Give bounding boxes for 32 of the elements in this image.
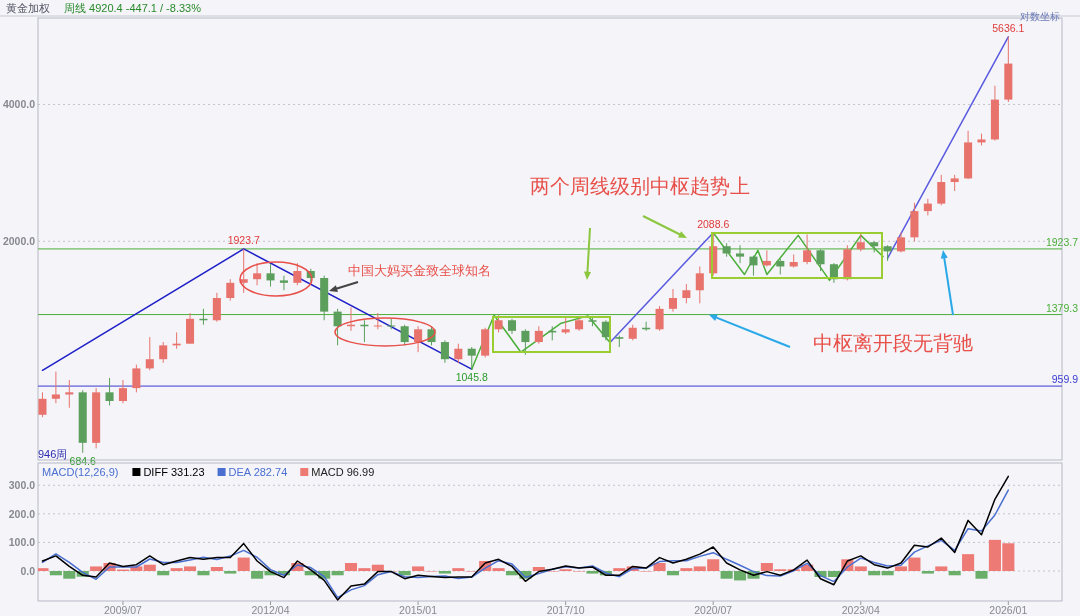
annotation: 1045.8 <box>455 371 488 384</box>
x-tick-label: 2012/04 <box>251 604 290 616</box>
annotation: 2088.6 <box>697 217 730 230</box>
y-tick-label: 4000.0 <box>2 98 36 111</box>
annotation: 946周 <box>38 448 68 460</box>
y-tick-label: 100.0 <box>8 536 36 549</box>
legend-label: MACD 96.99 <box>311 466 375 478</box>
x-tick-label: 2026/01 <box>989 604 1028 616</box>
ref-line-label: 959.9 <box>1051 373 1079 386</box>
y-tick-label: 0.0 <box>20 565 36 577</box>
annotation: 684.6 <box>69 454 97 467</box>
y-tick-label: 2000.0 <box>2 235 36 248</box>
annotation: 1923.7 <box>227 233 260 246</box>
legend-label: DIFF 331.23 <box>143 466 205 478</box>
x-tick-label: 2020/07 <box>694 604 733 616</box>
annotation: 对数坐标 <box>1020 11 1060 22</box>
x-tick-label: 2023/04 <box>841 604 880 616</box>
x-tick-label: 2009/07 <box>103 604 143 616</box>
legend-label: DEA 282.74 <box>228 466 288 478</box>
annotation: 中国大妈买金致全球知名 <box>348 263 491 278</box>
chart-title: 黄金加权 <box>6 2 50 14</box>
y-tick-label: 300.0 <box>8 479 36 492</box>
ref-line-label: 1923.7 <box>1045 235 1079 248</box>
annotation: 中枢离开段无背驰 <box>813 332 973 354</box>
x-tick-label: 2017/10 <box>546 604 585 616</box>
ref-line-label: 1379.3 <box>1045 301 1079 314</box>
annotation: 5636.1 <box>992 21 1025 34</box>
annotation: 两个周线级别中枢趋势上 <box>530 175 750 197</box>
y-tick-label: 200.0 <box>8 507 36 520</box>
chart-subtitle: 周线 4920.4 -447.1 / -8.33% <box>64 2 202 14</box>
x-tick-label: 2015/01 <box>399 604 438 616</box>
chart-title: MACD(12,26,9) <box>42 466 119 478</box>
